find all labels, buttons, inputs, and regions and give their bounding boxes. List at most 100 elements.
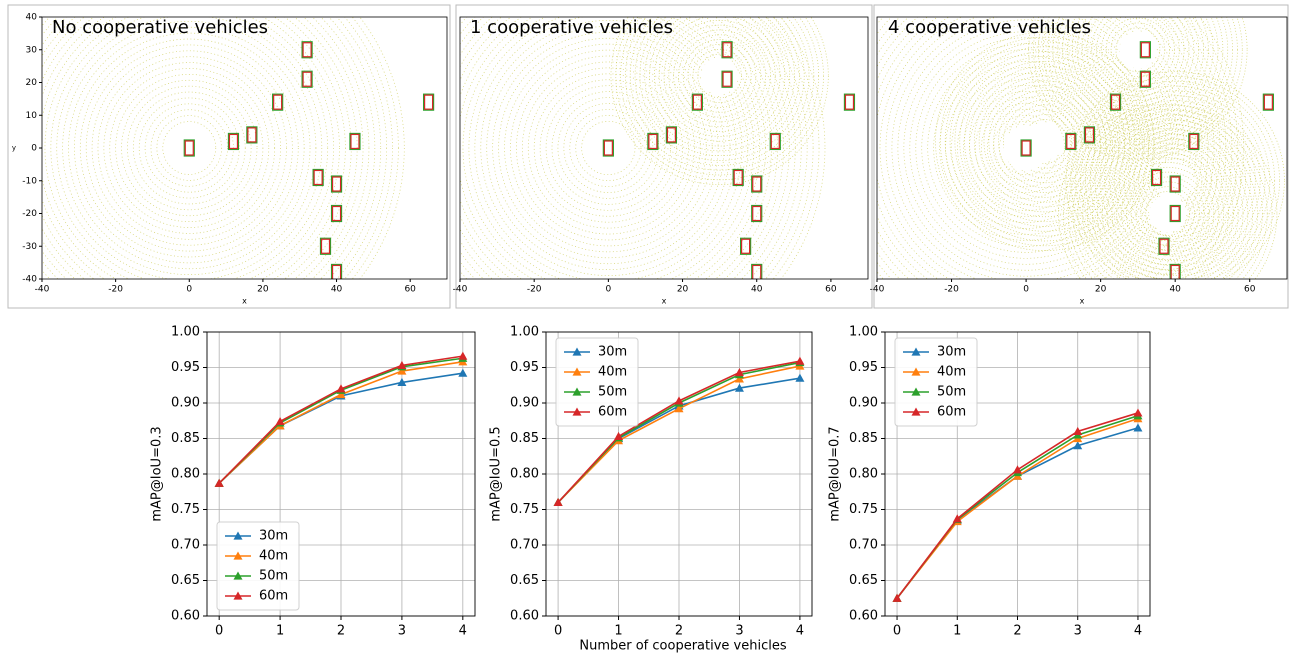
y-tick-label: 0.85 [171, 431, 200, 446]
y-tick-label: 40 [26, 13, 38, 23]
x-tick-label: 1 [953, 624, 961, 639]
figure: No cooperative vehicles-40-2002040604030… [0, 0, 1290, 655]
legend-label: 50m [259, 569, 288, 584]
x-tick-label: 3 [398, 624, 406, 639]
x-tick-label: 1 [276, 624, 284, 639]
x-tick-label: 0 [215, 624, 223, 639]
x-tick-label: 0 [186, 285, 192, 295]
y-tick-label: 0 [31, 144, 37, 154]
y-tick-label: 10 [26, 111, 38, 121]
legend-label: 50m [598, 385, 627, 400]
x-tick-label: 2 [1013, 624, 1021, 639]
x-tick-label: 3 [1074, 624, 1082, 639]
legend-label: 40m [259, 549, 288, 564]
x-tick-label: 60 [1244, 285, 1256, 295]
data-point [675, 396, 684, 404]
ego-hole [167, 126, 211, 170]
y-tick-label: -30 [22, 242, 37, 252]
y-tick-label: 0.70 [171, 538, 200, 553]
x-tick-label: 0 [554, 624, 562, 639]
y-axis-label: mAP@IoU=0.7 [828, 426, 843, 521]
y-tick-label: -10 [22, 176, 37, 186]
x-tick-label: -20 [944, 285, 959, 295]
x-axis-label: Number of cooperative vehicles [579, 639, 786, 654]
x-tick-label: 20 [1095, 285, 1107, 295]
panel-title: 1 cooperative vehicles [470, 17, 673, 38]
y-tick-label: 20 [26, 78, 38, 88]
x-tick-label: 0 [1023, 285, 1029, 295]
data-point [458, 352, 467, 360]
x-tick-label: 40 [751, 285, 763, 295]
y-tick-label: 1.00 [171, 325, 200, 340]
panel-title: 4 cooperative vehicles [888, 17, 1091, 38]
y-tick-label: 0.85 [510, 431, 539, 446]
x-tick-label: 2 [675, 624, 683, 639]
y-tick-label: 0.95 [510, 360, 539, 375]
y-tick-label: 0.90 [510, 396, 539, 411]
data-point [795, 374, 804, 382]
y-tick-label: 0.60 [510, 609, 539, 624]
y-tick-label: 0.95 [171, 360, 200, 375]
x-tick-label: 20 [677, 285, 689, 295]
y-tick-label: 0.75 [510, 502, 539, 517]
x-tick-label: -40 [35, 285, 50, 295]
legend-label: 50m [937, 385, 966, 400]
y-tick-label: 1.00 [510, 325, 539, 340]
x-tick-label: 0 [893, 624, 901, 639]
x-tick-label: 4 [1134, 624, 1142, 639]
data-point [458, 369, 467, 377]
x-tick-label: -20 [527, 285, 542, 295]
x-tick-label: -40 [453, 285, 468, 295]
legend-label: 40m [598, 365, 627, 380]
y-tick-label: 0.60 [171, 609, 200, 624]
y-tick-label: 30 [26, 45, 38, 55]
x-tick-label: 4 [796, 624, 804, 639]
x-axis-label: x [1080, 297, 1085, 306]
ego-hole [586, 126, 631, 171]
ego-hole [1004, 126, 1049, 171]
y-axis-label: mAP@IoU=0.3 [150, 426, 165, 521]
x-tick-label: 2 [337, 624, 345, 639]
y-tick-label: 0.65 [849, 573, 878, 588]
legend-label: 60m [598, 405, 627, 420]
data-point [1133, 408, 1142, 416]
y-tick-label: 0.60 [849, 609, 878, 624]
y-axis-label: y [12, 144, 16, 152]
x-axis-label: x [242, 297, 247, 306]
y-tick-label: 1.00 [849, 325, 878, 340]
y-tick-label: -20 [22, 209, 37, 219]
y-axis-label: mAP@IoU=0.5 [489, 426, 504, 521]
y-tick-label: 0.70 [849, 538, 878, 553]
y-tick-label: 0.75 [849, 502, 878, 517]
data-point [1013, 465, 1022, 473]
x-tick-label: -20 [108, 285, 123, 295]
x-tick-label: -40 [870, 285, 885, 295]
x-tick-label: 3 [735, 624, 743, 639]
legend-label: 40m [937, 365, 966, 380]
y-tick-label: 0.90 [171, 396, 200, 411]
x-tick-label: 40 [1169, 285, 1181, 295]
legend-label: 60m [259, 589, 288, 604]
y-tick-label: 0.80 [849, 467, 878, 482]
x-axis-label: x [662, 297, 667, 306]
y-tick-label: 0.75 [171, 502, 200, 517]
page: No cooperative vehicles-40-2002040604030… [0, 0, 1290, 655]
legend-label: 30m [937, 345, 966, 360]
data-point [795, 357, 804, 365]
y-tick-label: 0.80 [510, 467, 539, 482]
y-tick-label: 0.90 [849, 396, 878, 411]
y-tick-label: 0.85 [849, 431, 878, 446]
y-tick-label: -40 [22, 275, 37, 285]
x-tick-label: 4 [459, 624, 467, 639]
legend-label: 60m [937, 405, 966, 420]
y-tick-label: 0.65 [510, 573, 539, 588]
legend-label: 30m [259, 529, 288, 544]
panel-frame [874, 5, 1288, 308]
panel-title: No cooperative vehicles [52, 17, 268, 38]
x-tick-label: 40 [331, 285, 343, 295]
x-tick-label: 60 [404, 285, 416, 295]
x-tick-label: 1 [614, 624, 622, 639]
data-point [1133, 423, 1142, 431]
x-tick-label: 60 [825, 285, 837, 295]
y-tick-label: 0.95 [849, 360, 878, 375]
